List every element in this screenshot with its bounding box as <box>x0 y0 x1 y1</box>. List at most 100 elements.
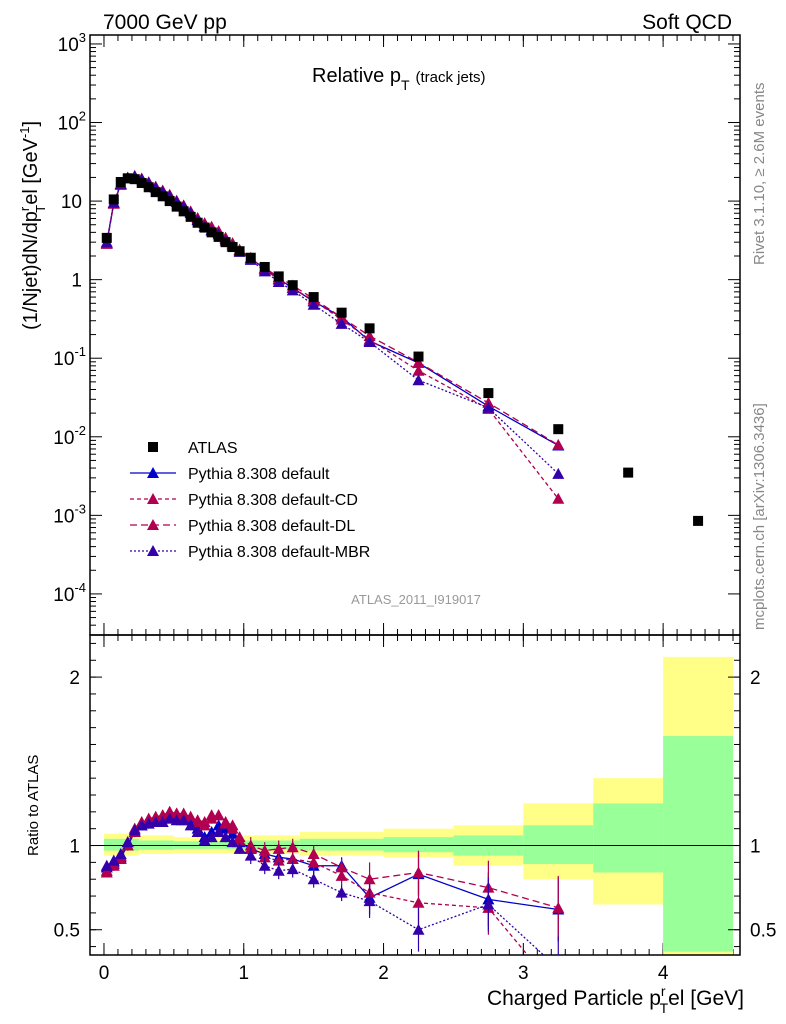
data-point <box>136 177 147 188</box>
x-tick-label: 1 <box>238 963 249 984</box>
ratio-y-tick-label: 2 <box>69 668 80 689</box>
legend-label: Pythia 8.308 default-MBR <box>188 544 370 561</box>
mc-point <box>552 438 565 450</box>
mc-point <box>272 275 285 287</box>
x-axis-label: Charged Particle pr Tel [GeV] <box>487 983 744 1016</box>
rivet-version-label: Rivet 3.1.10, ≥ 2.6M events <box>751 83 768 266</box>
mc-point <box>482 401 495 413</box>
mc-ratio-point <box>191 826 204 838</box>
main-y-tick-label: 10-2 <box>53 423 86 449</box>
band-green-9 <box>663 736 734 952</box>
mc-ratio-point <box>226 819 239 831</box>
mc-ratio-point <box>335 861 348 873</box>
mc-ratio-point <box>552 901 565 913</box>
band-green-7 <box>523 825 594 865</box>
mc-ratio-point <box>233 842 246 854</box>
mc-series-1 <box>100 170 565 504</box>
mc-ratio-point <box>258 859 271 871</box>
main-y-tick-label: 1 <box>71 271 82 292</box>
data-point <box>129 174 140 185</box>
x-tick-label: 0 <box>99 963 110 984</box>
data-point <box>623 467 634 478</box>
mc-ratio-point <box>286 853 299 864</box>
data-point <box>483 388 494 399</box>
main-plot-area: 10-4 10-3 10-2 10-1 1 10 102 103 <box>53 30 741 955</box>
band-green-0 <box>103 838 139 851</box>
data-point <box>157 191 168 202</box>
data-point <box>171 201 182 212</box>
mc-ratio-point <box>177 814 190 826</box>
mc-ratio-point <box>184 819 197 831</box>
mc-ratio-point <box>163 812 176 824</box>
data-point <box>220 237 231 248</box>
data-point <box>259 261 270 272</box>
band-green-5 <box>383 837 454 853</box>
x-tick-label: 3 <box>518 963 529 984</box>
data-point <box>308 292 319 303</box>
mc-ratio-point <box>177 807 190 819</box>
mc-ratio-point <box>100 859 113 871</box>
analysis-id-label: ATLAS_2011_I919017 <box>351 592 481 607</box>
legend-label: Pythia 8.308 default <box>188 466 330 483</box>
ratio-series <box>100 805 565 955</box>
legend: ATLAS Pythia 8.308 default Pythia 8.308 de… <box>130 440 370 561</box>
data-point <box>192 217 203 228</box>
data-point <box>234 246 245 257</box>
mc-ratio-point <box>163 805 176 817</box>
data-point <box>553 424 564 435</box>
mc-ratio-point <box>212 826 225 838</box>
mc-series-0 <box>100 170 565 451</box>
mc-point <box>363 336 376 348</box>
main-y-tick-label: 10-1 <box>53 344 86 370</box>
atlas-data <box>101 173 704 526</box>
mc-ratio-point <box>212 809 225 821</box>
mc-ratio-point <box>128 824 141 836</box>
mc-ratio-point <box>307 847 320 859</box>
mc-ratio-point <box>219 831 232 843</box>
mc-ratio-point <box>335 886 348 898</box>
ratio-y-tick-label: 1 <box>69 837 80 858</box>
ratio-y-tick-label-right: 0.5 <box>750 921 776 942</box>
legend-marker-atlas <box>148 442 158 452</box>
data-point <box>122 173 133 184</box>
mc-ratio-point <box>363 873 376 885</box>
mc-ratio-point <box>286 841 299 853</box>
main-y-tick-label: 10-3 <box>53 501 86 527</box>
data-point <box>185 211 196 222</box>
main-y-tick-label: 10-4 <box>53 580 86 606</box>
data-point <box>143 182 154 193</box>
data-point <box>336 307 347 318</box>
mc-series-2 <box>100 169 565 450</box>
mc-point <box>335 317 348 329</box>
mc-ratio-point <box>286 863 299 875</box>
main-y-axis-label: (1/Njet)dN/dprTel [GeV-1] <box>17 121 48 330</box>
data-point <box>273 271 284 282</box>
mc-series-3 <box>100 170 565 479</box>
mc-ratio-point <box>198 834 211 846</box>
data-point <box>115 176 126 187</box>
data-point <box>245 252 256 263</box>
mc-ratio-point <box>272 854 285 866</box>
mc-point <box>412 356 425 368</box>
mc-ratio-point <box>482 898 495 910</box>
mc-ratio-point <box>107 854 120 866</box>
mc-ratio-point <box>184 810 197 822</box>
mcplots-label: mcplots.cern.ch [arXiv:1306.3436] <box>751 403 768 630</box>
data-point <box>164 196 175 207</box>
mc-ratio-point <box>156 809 169 821</box>
data-point <box>150 187 161 198</box>
main-series <box>100 169 565 504</box>
mc-ratio-point <box>121 836 134 848</box>
ratio-y-axis-label: Ratio to ATLAS <box>25 755 42 856</box>
mc-line <box>106 175 559 500</box>
legend-label: Pythia 8.308 default-DL <box>188 518 355 535</box>
mc-ratio-point <box>100 866 113 878</box>
legend-marker <box>147 519 159 530</box>
category-label: Soft QCD <box>642 11 732 34</box>
mc-ratio-point <box>114 847 127 859</box>
legend-marker <box>147 467 159 478</box>
mc-ratio-point <box>244 849 257 861</box>
mc-ratio-point <box>226 836 239 848</box>
band-green-8 <box>593 803 664 873</box>
data-point <box>199 222 210 233</box>
